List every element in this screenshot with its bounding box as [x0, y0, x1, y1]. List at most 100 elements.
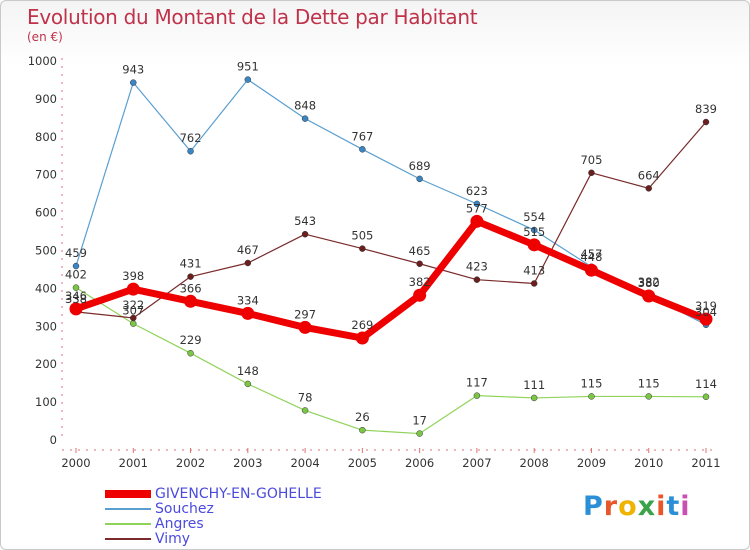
legend-swatch: [105, 490, 151, 498]
x-tick-label: 2000: [61, 456, 90, 470]
data-point: [69, 302, 83, 316]
data-point: [359, 146, 366, 153]
data-point: [416, 175, 423, 183]
data-label: 17: [412, 414, 427, 428]
data-label: 705: [580, 153, 602, 167]
data-point: [130, 314, 137, 322]
series-line-vimy: [75, 121, 707, 319]
data-label: 307: [122, 304, 144, 318]
data-label: 229: [180, 333, 202, 347]
y-tick-label: 1000: [28, 54, 57, 68]
data-label: 577: [466, 201, 488, 215]
x-tick-label: 2009: [577, 456, 606, 470]
x-tick-label: 2007: [462, 456, 491, 470]
data-point: [301, 115, 309, 122]
logo-letter: r: [603, 491, 619, 522]
data-label: 413: [523, 263, 545, 277]
legend-swatch: [105, 523, 151, 525]
y-tick-label: 400: [35, 281, 57, 295]
data-label: 839: [695, 102, 717, 116]
data-label: 459: [65, 246, 87, 260]
data-label: 448: [580, 250, 602, 264]
y-tick-label: 300: [35, 319, 57, 333]
data-label: 515: [523, 225, 545, 239]
data-label: 465: [409, 244, 431, 258]
data-point: [355, 331, 369, 345]
legend-swatch: [105, 538, 151, 540]
legend-label: Souchez: [155, 501, 214, 517]
data-point: [244, 380, 252, 388]
data-point: [184, 294, 198, 308]
data-point: [244, 76, 252, 83]
y-tick-label: 200: [35, 357, 57, 371]
series-line-angres: [75, 287, 707, 435]
data-point: [470, 214, 484, 228]
data-point: [645, 393, 652, 400]
data-label: 304: [695, 305, 717, 319]
data-label: 467: [237, 243, 259, 257]
data-point: [416, 430, 423, 437]
data-label: 664: [638, 168, 660, 182]
chart-subtitle: (en €): [27, 30, 63, 44]
y-tick-label: 900: [35, 92, 57, 106]
y-tick-label: 100: [35, 395, 57, 409]
data-point: [702, 393, 710, 401]
data-point: [126, 282, 140, 296]
data-point: [584, 263, 598, 277]
data-label: 457: [580, 247, 602, 261]
legend-label: Vimy: [155, 531, 191, 547]
data-point: [359, 426, 366, 434]
data-point: [298, 320, 312, 334]
data-label: 117: [466, 376, 488, 390]
data-label: 543: [294, 214, 316, 228]
data-point: [130, 320, 137, 327]
y-tick-label: 600: [35, 206, 57, 220]
data-point: [241, 306, 255, 320]
legend-label: GIVENCHY-EN-GOHELLE: [155, 486, 322, 502]
logo-letter: i: [656, 491, 667, 522]
logo-letter: i: [680, 491, 691, 522]
y-tick-label: 0: [50, 433, 57, 447]
data-point: [530, 280, 538, 287]
x-tick-label: 2011: [691, 456, 720, 470]
series-line-souchez: [75, 78, 707, 326]
data-label: 115: [638, 376, 660, 390]
data-point: [530, 226, 538, 234]
data-label: 431: [180, 257, 202, 271]
data-point: [473, 392, 481, 399]
x-tick-label: 2008: [520, 456, 549, 470]
data-point: [244, 259, 252, 267]
data-point: [301, 407, 309, 414]
legend-label: Angres: [155, 516, 204, 532]
data-label: 623: [466, 184, 488, 198]
data-label: 423: [466, 260, 488, 274]
data-label: 322: [122, 298, 144, 312]
data-label: 111: [523, 378, 545, 392]
data-point: [530, 394, 538, 402]
data-point: [72, 284, 80, 291]
data-label: 148: [237, 364, 259, 378]
x-tick-label: 2002: [176, 456, 205, 470]
data-label: 398: [122, 269, 144, 283]
logo-letter: o: [618, 491, 638, 522]
data-label: 78: [298, 390, 313, 404]
data-point: [187, 273, 194, 280]
data-label: 762: [180, 131, 202, 145]
x-tick-label: 2006: [405, 456, 434, 470]
y-tick-label: 500: [35, 244, 57, 258]
data-label: 346: [65, 289, 87, 303]
data-point: [473, 276, 481, 283]
data-point: [187, 349, 194, 357]
x-tick-label: 2003: [233, 456, 262, 470]
data-label: 366: [180, 281, 202, 295]
series-line-givenchy-en-gohelle: [72, 217, 710, 342]
data-label: 951: [237, 60, 259, 74]
data-point: [588, 393, 595, 400]
data-point: [702, 118, 710, 126]
data-point: [359, 245, 366, 252]
logo-letter: t: [666, 491, 681, 522]
proxiti-logo: Proxiti: [583, 491, 691, 522]
data-label: 338: [65, 292, 87, 306]
data-label: 689: [409, 159, 431, 173]
